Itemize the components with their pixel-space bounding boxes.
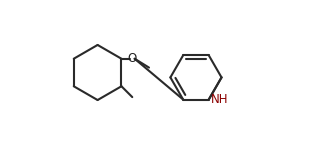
Text: O: O xyxy=(128,52,137,65)
Text: NH: NH xyxy=(211,93,229,106)
